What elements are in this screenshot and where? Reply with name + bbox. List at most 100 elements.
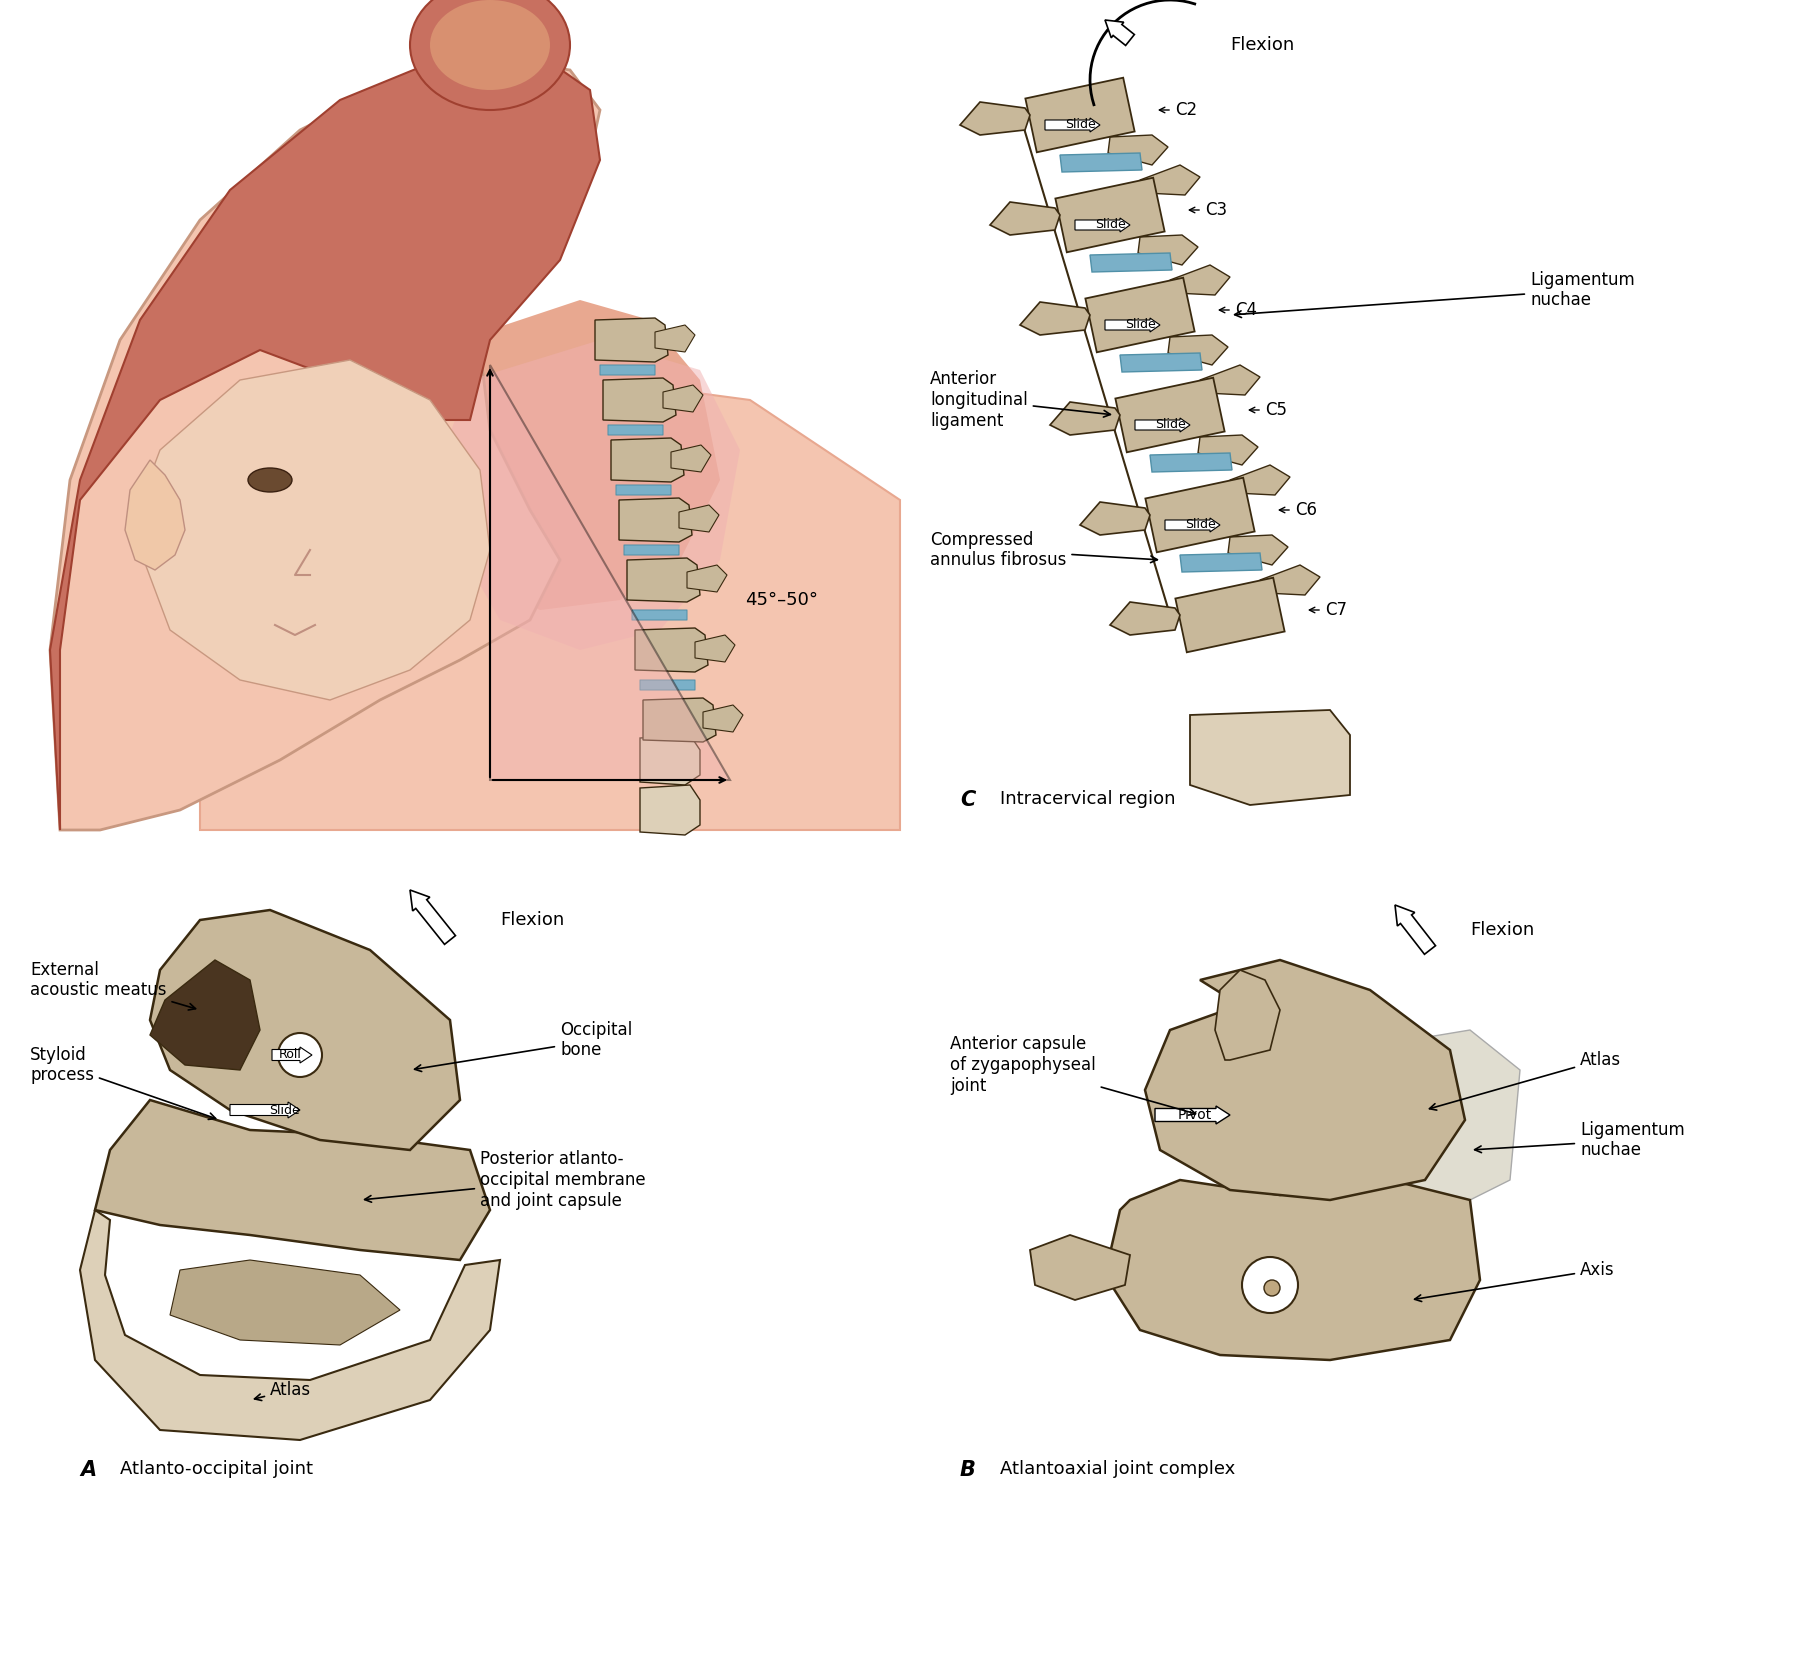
Polygon shape (619, 498, 691, 542)
Polygon shape (1215, 970, 1280, 1060)
Polygon shape (1145, 478, 1255, 552)
Polygon shape (1150, 453, 1231, 472)
Text: 45°–50°: 45°–50° (745, 590, 817, 609)
Polygon shape (124, 460, 185, 570)
Polygon shape (1109, 135, 1168, 166)
Text: Anterior
longitudinal
ligament: Anterior longitudinal ligament (931, 370, 1111, 430)
Polygon shape (1260, 565, 1319, 595)
Text: Slide: Slide (1064, 119, 1096, 132)
Polygon shape (688, 565, 727, 592)
Text: C7: C7 (1325, 600, 1346, 619)
Polygon shape (635, 629, 707, 672)
Polygon shape (1228, 535, 1289, 565)
Circle shape (1242, 1257, 1298, 1313)
Text: A: A (79, 1460, 95, 1480)
Text: Atlas: Atlas (1429, 1052, 1622, 1110)
FancyBboxPatch shape (616, 485, 671, 495)
Polygon shape (1190, 711, 1350, 804)
Polygon shape (1021, 303, 1091, 334)
Polygon shape (655, 324, 695, 353)
Polygon shape (50, 60, 599, 829)
Polygon shape (1085, 278, 1195, 353)
FancyArrow shape (410, 890, 455, 945)
Text: Roll: Roll (279, 1048, 301, 1062)
Polygon shape (662, 385, 704, 411)
Text: Slide: Slide (1125, 318, 1156, 331)
Polygon shape (1060, 154, 1141, 172)
Polygon shape (1168, 334, 1228, 364)
Polygon shape (1111, 602, 1181, 635)
Polygon shape (149, 960, 259, 1070)
Polygon shape (1049, 401, 1120, 435)
Polygon shape (626, 558, 700, 602)
Polygon shape (400, 299, 720, 610)
Polygon shape (149, 910, 461, 1150)
FancyArrow shape (1075, 217, 1130, 232)
Text: Atlanto-occipital joint: Atlanto-occipital joint (121, 1460, 313, 1478)
Polygon shape (490, 364, 731, 781)
Polygon shape (1120, 353, 1202, 371)
Polygon shape (1199, 435, 1258, 465)
Polygon shape (1055, 177, 1165, 252)
Text: C5: C5 (1265, 401, 1287, 420)
Text: B: B (959, 1460, 976, 1480)
Polygon shape (1181, 553, 1262, 572)
Polygon shape (1170, 264, 1229, 294)
Text: Anterior capsule
of zygapophyseal
joint: Anterior capsule of zygapophyseal joint (950, 1035, 1195, 1115)
Polygon shape (1026, 77, 1134, 152)
FancyArrow shape (1136, 418, 1190, 431)
Polygon shape (704, 706, 743, 732)
FancyBboxPatch shape (641, 681, 695, 691)
FancyBboxPatch shape (632, 610, 688, 620)
FancyBboxPatch shape (625, 545, 679, 555)
Text: Flexion: Flexion (1471, 921, 1534, 940)
Polygon shape (603, 378, 677, 421)
Polygon shape (1229, 465, 1291, 495)
Text: C4: C4 (1235, 301, 1256, 319)
FancyArrow shape (230, 1102, 301, 1119)
Polygon shape (695, 635, 734, 662)
Polygon shape (1139, 166, 1201, 196)
FancyArrow shape (1046, 119, 1100, 132)
Circle shape (277, 1033, 322, 1077)
Text: Slide: Slide (270, 1104, 301, 1117)
Text: External
acoustic meatus: External acoustic meatus (31, 961, 196, 1010)
Text: Atlas: Atlas (254, 1381, 311, 1401)
Text: Axis: Axis (1415, 1261, 1615, 1301)
Text: Flexion: Flexion (500, 911, 563, 930)
Polygon shape (959, 102, 1030, 135)
Ellipse shape (410, 0, 571, 110)
Ellipse shape (248, 468, 292, 492)
FancyBboxPatch shape (599, 364, 655, 375)
Polygon shape (1175, 579, 1285, 652)
Polygon shape (439, 339, 740, 650)
Ellipse shape (430, 0, 551, 90)
Text: C3: C3 (1204, 201, 1228, 219)
FancyArrow shape (1395, 905, 1436, 955)
FancyArrow shape (1156, 1105, 1229, 1124)
Text: Slide: Slide (1154, 418, 1186, 431)
Polygon shape (1091, 252, 1172, 273)
Text: C2: C2 (1175, 100, 1197, 119)
Polygon shape (1145, 960, 1465, 1200)
Text: Slide: Slide (1184, 518, 1215, 532)
Polygon shape (990, 202, 1060, 236)
Text: Atlantoaxial joint complex: Atlantoaxial joint complex (1001, 1460, 1235, 1478)
Polygon shape (643, 697, 716, 742)
FancyArrow shape (1105, 20, 1134, 45)
Polygon shape (1030, 1236, 1130, 1301)
Polygon shape (1406, 1030, 1519, 1211)
Polygon shape (1080, 502, 1150, 535)
Polygon shape (641, 784, 700, 834)
Polygon shape (641, 736, 700, 784)
Polygon shape (610, 438, 684, 482)
Polygon shape (671, 445, 711, 472)
Text: Compressed
annulus fibrosus: Compressed annulus fibrosus (931, 530, 1157, 570)
Polygon shape (50, 55, 599, 829)
Text: Ligamentum
nuchae: Ligamentum nuchae (1235, 271, 1634, 318)
Text: Occipital
bone: Occipital bone (414, 1020, 632, 1072)
Polygon shape (95, 1100, 490, 1261)
Text: Pivot: Pivot (1177, 1109, 1211, 1122)
Text: Posterior atlanto-
occipital membrane
and joint capsule: Posterior atlanto- occipital membrane an… (365, 1150, 646, 1211)
Text: Intracervical region: Intracervical region (1001, 789, 1175, 808)
